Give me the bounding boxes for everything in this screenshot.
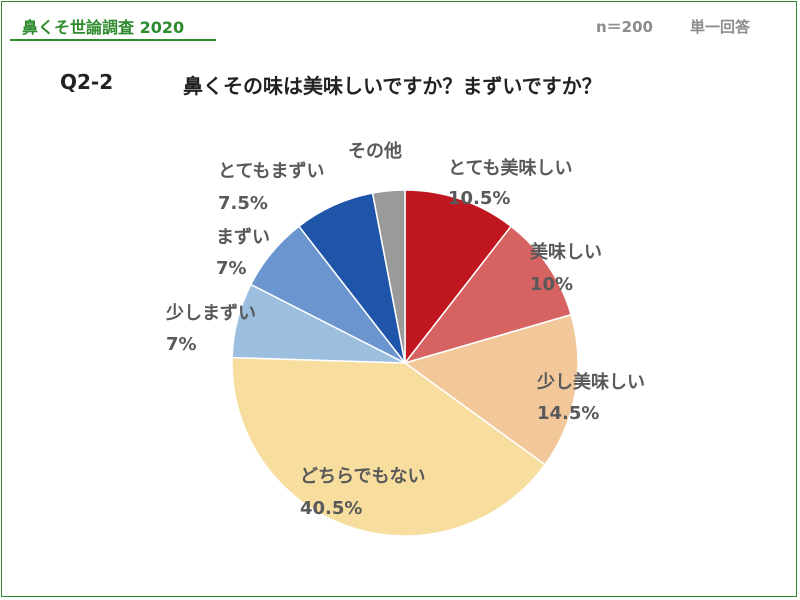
- slice-category-label: 少し美味しい: [536, 371, 645, 393]
- pie-slice: [231, 356, 547, 537]
- slice-category-label: とても美味しい: [448, 157, 573, 179]
- sample-size: n＝200: [596, 18, 653, 36]
- slice-category-label: とてもまずい: [218, 161, 325, 182]
- pie-slice: [403, 313, 579, 466]
- slice-value-label: 10.5%: [448, 188, 510, 209]
- slice-value-label: 40.5%: [300, 498, 362, 519]
- slice-value-label: 10%: [530, 274, 573, 295]
- question-text: 鼻くその味は美味しいですか？まずいですか？: [183, 74, 602, 98]
- slice-value-label: 7%: [166, 334, 197, 355]
- question-id: Q2-2: [60, 70, 114, 94]
- slice-category-label: どちらでもない: [300, 466, 425, 487]
- slice-category-label: まずい: [216, 227, 270, 248]
- slice-value-label: 7.5%: [218, 193, 268, 214]
- pie-slice: [404, 189, 513, 366]
- pie-slice: [371, 189, 406, 364]
- slice-value-label: 7%: [216, 258, 247, 279]
- slice-value-label: 14.5%: [537, 403, 599, 424]
- survey-title: 鼻くそ世論調査 2020: [22, 18, 185, 37]
- answer-type: 単一回答: [690, 18, 751, 36]
- pie-slice: [402, 225, 573, 365]
- slice-category-label: 少しまずい: [165, 303, 256, 324]
- slice-category-label: 美味しい: [530, 241, 602, 263]
- title-underline: [10, 39, 216, 41]
- slice-category-label: その他: [348, 140, 402, 162]
